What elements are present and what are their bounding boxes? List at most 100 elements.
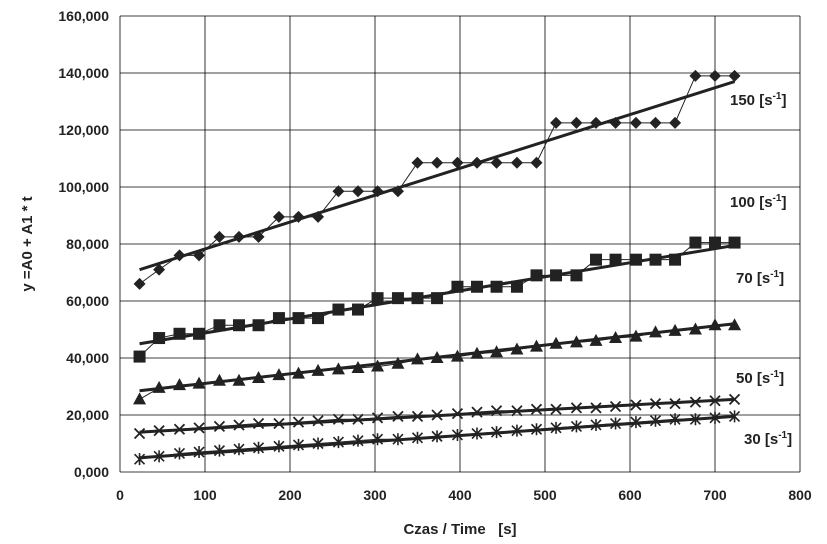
data-point (272, 368, 286, 381)
data-point (252, 441, 265, 454)
data-point (630, 416, 642, 429)
data-point (272, 210, 285, 223)
data-point (213, 319, 226, 332)
data-point (312, 415, 324, 427)
data-point (193, 327, 206, 340)
series-4 (133, 410, 741, 466)
y-tick-label: 160,000 (58, 8, 109, 24)
data-point (590, 253, 602, 266)
data-point (213, 230, 226, 243)
x-tick-label: 100 (193, 487, 217, 503)
data-point (589, 333, 603, 346)
data-point (173, 249, 186, 262)
y-tick-label: 60,000 (66, 293, 109, 309)
data-point (272, 312, 285, 325)
data-point (431, 156, 444, 169)
data-point (728, 69, 741, 82)
data-point (510, 342, 524, 355)
y-ticks: 0,000 20,000 40,000 60,000 80,000 100,000 120,… (58, 8, 109, 480)
data-point (609, 400, 622, 413)
data-point (451, 428, 464, 441)
data-point (431, 430, 443, 443)
data-point (292, 438, 305, 451)
data-point (550, 403, 562, 415)
data-point (669, 413, 681, 426)
data-point (411, 352, 424, 365)
data-point (233, 319, 245, 332)
series-2 (133, 318, 742, 405)
data-point (451, 407, 464, 420)
data-point (371, 412, 384, 424)
data-point (471, 156, 483, 169)
data-point (549, 336, 563, 349)
data-point (550, 116, 563, 129)
y-tick-label: 140,000 (58, 65, 109, 81)
x-tick-label: 700 (703, 487, 727, 503)
series-3 (133, 393, 741, 440)
y-tick-label: 120,000 (58, 122, 109, 138)
x-tick-label: 0 (116, 487, 124, 503)
data-point (292, 210, 305, 223)
data-point (273, 417, 285, 430)
series-layer (133, 69, 742, 466)
data-point (391, 185, 404, 198)
data-point (609, 253, 622, 266)
data-point (332, 413, 345, 425)
data-point (173, 327, 186, 340)
data-point (649, 414, 662, 427)
data-point (451, 280, 464, 293)
data-point (392, 410, 404, 423)
data-point (431, 409, 443, 421)
data-point (173, 378, 186, 391)
data-point (133, 453, 146, 466)
data-point (470, 346, 484, 359)
data-point (273, 440, 285, 453)
data-point (133, 427, 146, 440)
data-point (153, 450, 165, 463)
data-point (332, 436, 345, 449)
data-point (292, 416, 305, 428)
data-point (451, 156, 464, 169)
data-point (471, 280, 483, 293)
data-point (728, 410, 741, 423)
data-point (669, 397, 681, 410)
data-point (292, 312, 305, 325)
data-point (392, 433, 404, 446)
x-tick-label: 600 (618, 487, 642, 503)
data-point (371, 433, 384, 446)
data-point (233, 230, 245, 243)
data-point (728, 236, 741, 249)
data-point (590, 116, 602, 129)
data-point (252, 230, 265, 243)
data-point (292, 366, 305, 379)
data-point (153, 425, 165, 437)
x-axis-title: Czas / Time [s] (403, 521, 516, 538)
data-point (728, 318, 742, 331)
data-point (450, 349, 464, 362)
data-point (550, 269, 563, 282)
data-point (371, 359, 385, 372)
data-point (490, 426, 503, 439)
data-point (609, 417, 622, 430)
y-tick-label: 20,000 (66, 407, 109, 423)
y-axis-title: y =A0 + A1 * t (19, 196, 36, 291)
data-point (649, 116, 662, 129)
data-point (153, 263, 166, 276)
y-tick-label: 40,000 (66, 350, 109, 366)
data-point (352, 185, 364, 198)
x-tick-label: 400 (448, 487, 472, 503)
data-point (173, 423, 186, 435)
data-point (689, 69, 702, 82)
data-point (193, 249, 206, 262)
data-point (689, 236, 702, 249)
x-ticks: 0 100 200 300 400 500 600 700 800 (116, 487, 812, 503)
x-tick-label: 300 (363, 487, 387, 503)
data-point (511, 405, 523, 417)
data-point (709, 236, 721, 249)
data-point (471, 427, 483, 440)
data-point (312, 210, 325, 223)
data-point (510, 156, 523, 169)
data-point (233, 419, 245, 431)
series-label: 50 [s-1] (736, 369, 784, 387)
